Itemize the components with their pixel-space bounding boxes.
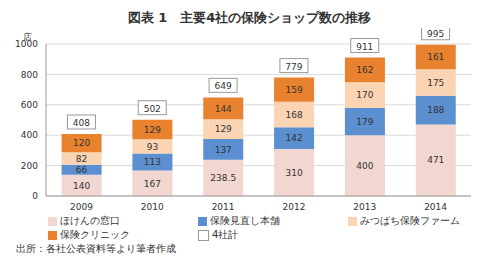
svg-text:911: 911	[356, 42, 373, 52]
svg-text:113: 113	[144, 157, 161, 167]
html-text:みつばち保険ファーム: みつばち保険ファーム	[360, 215, 460, 226]
svg-text:188: 188	[427, 105, 444, 115]
svg-text:0: 0	[32, 191, 38, 201]
html-text:ほけんの窓口: ほけんの窓口	[60, 215, 120, 226]
svg-text:2011: 2011	[212, 202, 235, 212]
svg-text:129: 129	[215, 124, 232, 134]
svg-text:2012: 2012	[282, 202, 305, 212]
svg-text:144: 144	[215, 104, 232, 114]
svg-text:471: 471	[427, 155, 444, 165]
svg-text:2009: 2009	[70, 202, 93, 212]
svg-text:995: 995	[427, 29, 444, 39]
svg-text:649: 649	[214, 81, 231, 91]
svg-text:408: 408	[73, 118, 90, 128]
html-text:出所：各社公表資料等より筆者作成: 出所：各社公表資料等より筆者作成	[16, 243, 176, 254]
svg-text:137: 137	[215, 145, 232, 155]
html-text:4社計: 4社計	[212, 229, 239, 240]
svg-text:168: 168	[285, 110, 302, 120]
svg-text:162: 162	[356, 65, 373, 75]
svg-text:82: 82	[76, 154, 87, 164]
svg-text:161: 161	[427, 52, 444, 62]
svg-text:2014: 2014	[424, 202, 447, 212]
svg-text:502: 502	[144, 104, 161, 114]
svg-text:400: 400	[21, 130, 38, 140]
svg-text:2010: 2010	[141, 202, 164, 212]
svg-text:1000: 1000	[15, 39, 38, 50]
svg-text:140: 140	[73, 181, 90, 191]
svg-text:142: 142	[285, 133, 302, 143]
svg-text:2013: 2013	[353, 202, 376, 212]
html-text:保険見直し本舗: 保険見直し本舗	[210, 215, 280, 226]
svg-text:93: 93	[147, 142, 158, 152]
html-text:保険クリニック: 保険クリニック	[60, 229, 130, 240]
svg-text:179: 179	[356, 117, 373, 127]
svg-text:120: 120	[73, 138, 90, 148]
svg-text:600: 600	[21, 100, 38, 110]
html-text:図表 1 主要4社の保険ショップ数の推移: 図表 1 主要4社の保険ショップ数の推移	[127, 10, 372, 25]
svg-text:310: 310	[285, 168, 302, 178]
svg-text:170: 170	[356, 90, 373, 100]
svg-text:400: 400	[356, 161, 373, 171]
svg-text:779: 779	[285, 62, 302, 72]
svg-text:店: 店	[23, 32, 32, 42]
svg-text:175: 175	[427, 78, 444, 88]
svg-text:200: 200	[21, 161, 38, 171]
svg-text:66: 66	[76, 165, 88, 175]
svg-text:167: 167	[144, 179, 161, 189]
svg-text:238.5: 238.5	[210, 173, 236, 183]
svg-text:800: 800	[21, 70, 38, 80]
svg-text:129: 129	[144, 125, 161, 135]
svg-text:159: 159	[285, 85, 302, 95]
